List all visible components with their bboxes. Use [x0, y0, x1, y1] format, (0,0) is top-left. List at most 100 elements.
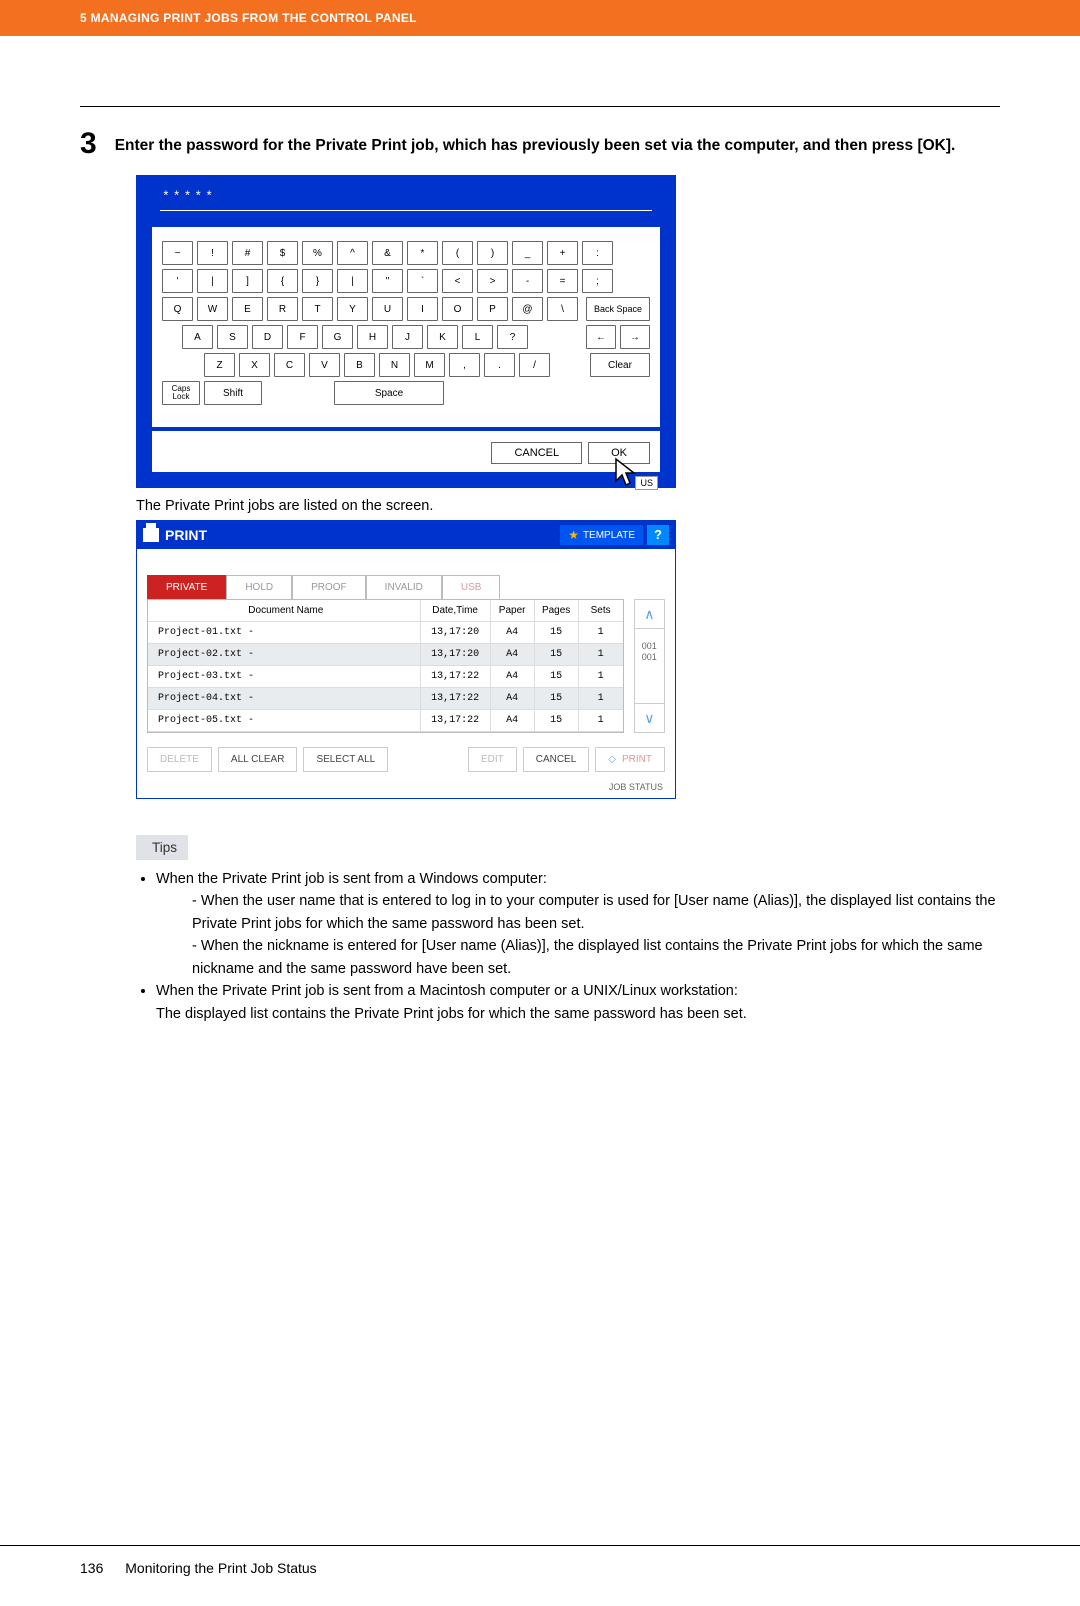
scroll-down-button[interactable]: ∨: [634, 703, 665, 733]
cancel-button[interactable]: CANCEL: [491, 442, 582, 464]
step-text: Enter the password for the Private Print…: [115, 131, 956, 161]
key[interactable]: N: [379, 353, 410, 377]
key[interactable]: =: [547, 269, 578, 293]
key[interactable]: (: [442, 241, 473, 265]
capslock-key[interactable]: Caps Lock: [162, 381, 200, 405]
locale-badge: US: [635, 476, 658, 490]
key[interactable]: H: [357, 325, 388, 349]
tips-content: When the Private Print job is sent from …: [136, 868, 1000, 1025]
key[interactable]: O: [442, 297, 473, 321]
clear-key[interactable]: Clear: [590, 353, 650, 377]
key[interactable]: ): [477, 241, 508, 265]
key[interactable]: ~: [162, 241, 193, 265]
key[interactable]: G: [322, 325, 353, 349]
col-document: Document Name: [148, 600, 421, 621]
key[interactable]: \: [547, 297, 578, 321]
key[interactable]: +: [547, 241, 578, 265]
key[interactable]: E: [232, 297, 263, 321]
key[interactable]: >: [477, 269, 508, 293]
key[interactable]: T: [302, 297, 333, 321]
key[interactable]: $: [267, 241, 298, 265]
key[interactable]: Y: [337, 297, 368, 321]
delete-button[interactable]: DELETE: [147, 747, 212, 772]
arrow-left-key[interactable]: ←: [586, 325, 616, 349]
key[interactable]: X: [239, 353, 270, 377]
key[interactable]: #: [232, 241, 263, 265]
print-panel: PRINT ★TEMPLATE ? PRIVATE HOLD PROOF INV…: [136, 520, 676, 799]
key[interactable]: ': [162, 269, 193, 293]
key[interactable]: ]: [232, 269, 263, 293]
table-row[interactable]: Project-03.txt - 13,17:22 A4 15 1: [148, 666, 623, 688]
tab-usb[interactable]: USB: [442, 575, 501, 599]
jobs-table: Document Name Date,Time Paper Pages Sets…: [147, 599, 624, 733]
key[interactable]: F: [287, 325, 318, 349]
backspace-key[interactable]: Back Space: [586, 297, 650, 321]
col-paper: Paper: [491, 600, 535, 621]
edit-button[interactable]: EDIT: [468, 747, 517, 772]
key[interactable]: _: [512, 241, 543, 265]
template-button[interactable]: ★TEMPLATE: [560, 525, 643, 545]
key[interactable]: Q: [162, 297, 193, 321]
key[interactable]: ": [372, 269, 403, 293]
key[interactable]: ^: [337, 241, 368, 265]
key[interactable]: ;: [582, 269, 613, 293]
key[interactable]: `: [407, 269, 438, 293]
key[interactable]: *: [407, 241, 438, 265]
key[interactable]: W: [197, 297, 228, 321]
key[interactable]: ?: [497, 325, 528, 349]
key[interactable]: }: [302, 269, 333, 293]
step-3: 3 Enter the password for the Private Pri…: [80, 131, 1000, 161]
key[interactable]: M: [414, 353, 445, 377]
select-all-button[interactable]: SELECT ALL: [303, 747, 388, 772]
print-button[interactable]: ◇PRINT: [595, 747, 665, 772]
key[interactable]: S: [217, 325, 248, 349]
col-datetime: Date,Time: [421, 600, 491, 621]
key[interactable]: V: [309, 353, 340, 377]
key[interactable]: ,: [449, 353, 480, 377]
key[interactable]: B: [344, 353, 375, 377]
key[interactable]: P: [477, 297, 508, 321]
key[interactable]: L: [462, 325, 493, 349]
col-pages: Pages: [535, 600, 579, 621]
key[interactable]: %: [302, 241, 333, 265]
tab-proof[interactable]: PROOF: [292, 575, 366, 599]
key[interactable]: !: [197, 241, 228, 265]
scroll-up-button[interactable]: ∧: [634, 599, 665, 629]
shift-key[interactable]: Shift: [204, 381, 262, 405]
key[interactable]: .: [484, 353, 515, 377]
key[interactable]: -: [512, 269, 543, 293]
tab-invalid[interactable]: INVALID: [366, 575, 442, 599]
key[interactable]: U: [372, 297, 403, 321]
key[interactable]: @: [512, 297, 543, 321]
key[interactable]: I: [407, 297, 438, 321]
key[interactable]: C: [274, 353, 305, 377]
all-clear-button[interactable]: ALL CLEAR: [218, 747, 298, 772]
key[interactable]: K: [427, 325, 458, 349]
key[interactable]: <: [442, 269, 473, 293]
key[interactable]: :: [582, 241, 613, 265]
tab-hold[interactable]: HOLD: [226, 575, 292, 599]
key[interactable]: |: [337, 269, 368, 293]
table-row[interactable]: Project-01.txt - 13,17:20 A4 15 1: [148, 622, 623, 644]
tab-private[interactable]: PRIVATE: [147, 575, 226, 599]
key[interactable]: |: [197, 269, 228, 293]
table-row[interactable]: Project-04.txt - 13,17:22 A4 15 1: [148, 688, 623, 710]
tabs: PRIVATE HOLD PROOF INVALID USB: [137, 549, 675, 599]
tip-subitem: When the nickname is entered for [User n…: [192, 935, 1000, 980]
arrow-right-key[interactable]: →: [620, 325, 650, 349]
key[interactable]: Z: [204, 353, 235, 377]
key[interactable]: {: [267, 269, 298, 293]
table-row[interactable]: Project-02.txt - 13,17:20 A4 15 1: [148, 644, 623, 666]
key[interactable]: /: [519, 353, 550, 377]
header-title: 5 MANAGING PRINT JOBS FROM THE CONTROL P…: [80, 11, 417, 25]
help-button[interactable]: ?: [647, 525, 669, 545]
key[interactable]: D: [252, 325, 283, 349]
key[interactable]: J: [392, 325, 423, 349]
key[interactable]: A: [182, 325, 213, 349]
table-row[interactable]: Project-05.txt - 13,17:22 A4 15 1: [148, 710, 623, 732]
cancel-jobs-button[interactable]: CANCEL: [523, 747, 590, 772]
key[interactable]: &: [372, 241, 403, 265]
key[interactable]: R: [267, 297, 298, 321]
job-status-link[interactable]: JOB STATUS: [137, 780, 675, 798]
space-key[interactable]: Space: [334, 381, 444, 405]
